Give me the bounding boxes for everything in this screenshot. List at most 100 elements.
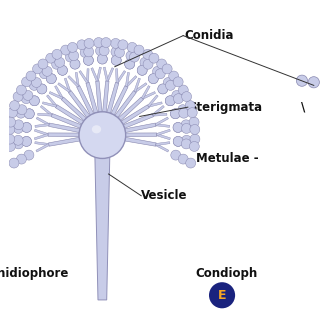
Polygon shape — [96, 81, 102, 112]
Circle shape — [186, 158, 196, 168]
Polygon shape — [36, 144, 49, 152]
Circle shape — [125, 59, 135, 69]
Circle shape — [65, 52, 75, 62]
Polygon shape — [156, 144, 169, 152]
Polygon shape — [49, 92, 63, 99]
Polygon shape — [156, 142, 170, 146]
Circle shape — [143, 49, 153, 59]
Polygon shape — [43, 102, 57, 107]
Polygon shape — [125, 72, 130, 86]
Polygon shape — [126, 76, 137, 87]
Circle shape — [9, 158, 19, 168]
Circle shape — [185, 100, 195, 110]
Circle shape — [173, 136, 183, 146]
Circle shape — [94, 37, 104, 47]
Polygon shape — [46, 95, 57, 107]
Polygon shape — [156, 129, 170, 136]
Polygon shape — [148, 95, 158, 107]
Polygon shape — [51, 114, 81, 128]
Polygon shape — [49, 123, 80, 132]
Ellipse shape — [79, 112, 126, 158]
Circle shape — [153, 66, 163, 76]
Circle shape — [58, 65, 68, 75]
Polygon shape — [118, 97, 144, 121]
Circle shape — [22, 123, 32, 132]
Circle shape — [129, 52, 139, 62]
Circle shape — [24, 109, 34, 119]
Circle shape — [173, 123, 183, 132]
Circle shape — [84, 38, 94, 48]
Circle shape — [14, 120, 24, 130]
Circle shape — [165, 96, 175, 106]
Polygon shape — [58, 83, 70, 92]
Circle shape — [127, 43, 137, 52]
Circle shape — [5, 124, 15, 134]
Text: \: \ — [301, 100, 310, 114]
Circle shape — [61, 45, 71, 55]
Polygon shape — [86, 69, 89, 83]
Polygon shape — [55, 105, 84, 124]
Polygon shape — [36, 117, 50, 126]
Circle shape — [70, 59, 80, 69]
Polygon shape — [86, 82, 98, 113]
Circle shape — [190, 134, 200, 144]
Circle shape — [189, 117, 199, 127]
Circle shape — [118, 40, 128, 50]
Polygon shape — [115, 91, 136, 117]
Polygon shape — [103, 81, 109, 112]
Circle shape — [155, 69, 165, 79]
Circle shape — [97, 54, 107, 64]
Polygon shape — [77, 85, 94, 115]
Polygon shape — [35, 142, 49, 146]
Circle shape — [84, 55, 93, 65]
Circle shape — [181, 124, 191, 133]
Circle shape — [21, 77, 31, 87]
Circle shape — [111, 47, 121, 57]
Circle shape — [84, 47, 94, 57]
Circle shape — [24, 150, 34, 160]
Circle shape — [169, 71, 179, 81]
Circle shape — [13, 124, 23, 133]
Circle shape — [5, 134, 15, 144]
Polygon shape — [106, 68, 114, 81]
Circle shape — [189, 141, 199, 151]
Polygon shape — [95, 155, 110, 300]
Circle shape — [182, 92, 192, 101]
Polygon shape — [141, 85, 150, 99]
Circle shape — [7, 108, 17, 118]
Polygon shape — [107, 82, 119, 113]
Text: Sterigmata: Sterigmata — [188, 100, 262, 114]
Polygon shape — [64, 78, 71, 92]
Circle shape — [111, 55, 121, 65]
Circle shape — [24, 109, 34, 119]
Circle shape — [21, 136, 31, 147]
Polygon shape — [75, 72, 79, 86]
Circle shape — [55, 57, 65, 67]
Circle shape — [38, 59, 48, 69]
Text: Conidia: Conidia — [185, 29, 234, 42]
Polygon shape — [103, 67, 108, 81]
Text: Condioph: Condioph — [196, 267, 258, 280]
Circle shape — [31, 77, 41, 87]
Circle shape — [13, 135, 23, 145]
Polygon shape — [153, 113, 167, 116]
Circle shape — [13, 139, 23, 149]
Circle shape — [17, 154, 27, 164]
Polygon shape — [61, 97, 86, 121]
Polygon shape — [68, 91, 90, 117]
Circle shape — [143, 59, 153, 69]
Circle shape — [46, 74, 56, 84]
Circle shape — [22, 123, 32, 132]
Circle shape — [5, 141, 15, 151]
Circle shape — [29, 96, 39, 106]
Polygon shape — [148, 102, 162, 107]
Circle shape — [37, 84, 47, 94]
Circle shape — [16, 85, 26, 95]
Polygon shape — [91, 68, 98, 81]
Circle shape — [23, 91, 33, 100]
Circle shape — [173, 94, 183, 104]
Circle shape — [77, 40, 87, 50]
Circle shape — [29, 96, 39, 106]
Polygon shape — [48, 133, 79, 137]
Circle shape — [149, 53, 159, 63]
